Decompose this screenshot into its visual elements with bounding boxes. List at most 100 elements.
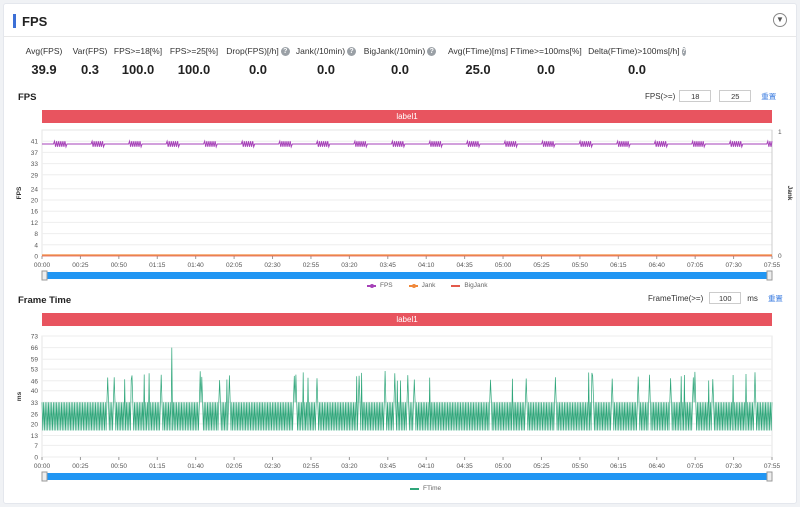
header-divider xyxy=(4,36,796,37)
stat-label: BigJank(/10min)? xyxy=(360,46,440,56)
x-tick-label: 06:40 xyxy=(649,262,666,269)
legend-fps-label: FPS xyxy=(380,282,393,289)
header-accent-bar xyxy=(13,14,16,28)
stat-9: Delta(FTime)>100ms[/h]? 0.0 xyxy=(588,46,686,77)
stat-label-text: BigJank(/10min) xyxy=(363,46,426,56)
zoom-slider[interactable] xyxy=(41,471,773,482)
fps-threshold-input-2[interactable] xyxy=(719,90,752,102)
y-tick-label: 8 xyxy=(34,231,38,238)
legend-item-jank[interactable]: Jank xyxy=(408,282,435,289)
zoom-slider-track xyxy=(44,272,770,279)
y-tick-label: 12 xyxy=(31,220,39,227)
zoom-handle-right xyxy=(766,471,773,482)
fps-threshold-label: FPS(>=) xyxy=(645,91,676,101)
x-tick-label: 05:25 xyxy=(533,262,550,269)
fps-legend: FPS Jank BigJank xyxy=(359,282,496,289)
stat-1: Var(FPS) 0.3 xyxy=(50,46,130,77)
stat-value: 0.0 xyxy=(536,62,556,77)
legend-bigjank-label: BigJank xyxy=(464,282,488,289)
y-tick-label: 59 xyxy=(31,357,39,364)
zoom-handle-right xyxy=(766,270,773,281)
x-tick-label: 03:45 xyxy=(380,463,397,470)
stat-label-text: FPS>=18[%] xyxy=(113,46,163,56)
x-tick-label: 05:00 xyxy=(495,463,512,470)
x-tick-label: 07:05 xyxy=(687,463,704,470)
x-tick-label: 05:25 xyxy=(533,463,550,470)
x-tick-label: 06:15 xyxy=(610,463,627,470)
stat-label-text: Var(FPS) xyxy=(72,46,108,56)
y-tick-label: 33 xyxy=(31,400,39,407)
zoom-slider[interactable] xyxy=(41,270,773,281)
ftime-threshold-unit: ms xyxy=(747,293,758,303)
fps-threshold-controls: FPS(>=) 重置 xyxy=(645,90,776,102)
stat-label: Avg(FTime)[ms] xyxy=(438,46,518,56)
y-tick-label: 0 xyxy=(34,254,38,261)
y-tick-label: 66 xyxy=(31,345,39,352)
ftime-chart: 0 7 13 20 26 33 40 46 53 59 66 73 ms 00:00 00:25 00:50 0… xyxy=(16,334,781,482)
stat-value: 25.0 xyxy=(465,62,491,77)
ftime-legend: FTime xyxy=(402,485,449,492)
y-tick-label: 33 xyxy=(31,161,39,168)
ftime-reset-link[interactable]: 重置 xyxy=(767,293,783,303)
y-axis-label: FPS xyxy=(16,186,23,199)
panel-title: FPS xyxy=(22,13,48,29)
stat-0: Avg(FPS) 39.9 xyxy=(4,46,84,77)
help-icon[interactable]: ? xyxy=(681,46,686,56)
fps-threshold-input-1[interactable] xyxy=(679,90,712,102)
stat-value: 39.9 xyxy=(31,62,57,77)
x-tick-label: 07:05 xyxy=(687,262,704,269)
x-tick-label: 02:05 xyxy=(226,463,243,470)
legend-item-ftime[interactable]: FTime xyxy=(410,485,441,492)
zoom-handle-left xyxy=(41,471,48,482)
stat-label-text: Avg(FPS) xyxy=(25,46,63,56)
zoom-slider-track xyxy=(44,473,770,480)
x-tick-label: 00:25 xyxy=(72,262,89,269)
y-tick-label: 29 xyxy=(31,172,39,179)
legend-item-fps[interactable]: FPS xyxy=(367,282,393,289)
x-tick-label: 07:30 xyxy=(725,262,742,269)
y-tick-label: 40 xyxy=(31,388,39,395)
x-tick-label: 04:35 xyxy=(456,262,473,269)
stat-value: 0.0 xyxy=(248,62,268,77)
stat-label-text: FTime>=100ms[%] xyxy=(510,46,582,56)
y-tick-label: 13 xyxy=(31,433,39,440)
y-tick-label: 26 xyxy=(31,411,39,418)
y-tick-label: 20 xyxy=(31,421,39,428)
help-icon[interactable]: ? xyxy=(427,46,437,56)
y-tick-label: 73 xyxy=(31,334,39,341)
x-tick-label: 03:20 xyxy=(341,463,358,470)
help-icon[interactable]: ? xyxy=(347,46,357,56)
ftime-threshold-input[interactable] xyxy=(709,292,742,304)
stat-label-text: Delta(FTime)>100ms[/h] xyxy=(588,46,680,56)
x-tick-label: 04:35 xyxy=(456,463,473,470)
ftime-threshold-controls: FrameTime(>=) ms 重置 xyxy=(648,292,783,304)
fps-label-bar: label1 xyxy=(42,110,772,123)
fps-panel: FPS ▼ Avg(FPS) 39.9 Var(FPS) 0.3 FPS>=18[%] 1… xyxy=(3,3,797,504)
stat-label: Jank(/10min)? xyxy=(286,46,366,56)
y-tick-label: 37 xyxy=(31,150,39,157)
x-tick-label: 00:25 xyxy=(72,463,89,470)
stat-value: 100.0 xyxy=(177,62,211,77)
x-tick-label: 00:50 xyxy=(111,262,128,269)
help-icon[interactable]: ? xyxy=(280,46,290,56)
y-tick-label: 4 xyxy=(34,242,38,249)
collapse-chevron-icon[interactable]: ▼ xyxy=(773,13,787,27)
legend-item-bigjank[interactable]: BigJank xyxy=(451,282,488,289)
y-tick-label: 24 xyxy=(31,186,39,193)
x-tick-label: 02:30 xyxy=(264,463,281,470)
stat-value: 0.0 xyxy=(316,62,336,77)
stat-label-text: Jank(/10min) xyxy=(295,46,346,56)
x-tick-label: 05:50 xyxy=(572,463,589,470)
x-tick-label: 00:00 xyxy=(34,463,51,470)
y2-tick-label: 0 xyxy=(778,253,782,260)
stat-label: FPS>=18[%] xyxy=(98,46,178,56)
x-tick-label: 06:40 xyxy=(649,463,666,470)
panel-header: FPS xyxy=(13,13,47,29)
x-tick-label: 04:10 xyxy=(418,262,435,269)
x-tick-label: 02:05 xyxy=(226,262,243,269)
y-tick-label: 20 xyxy=(31,198,39,205)
stat-3: FPS>=25[%] 100.0 xyxy=(154,46,234,77)
y2-tick-label: 1 xyxy=(778,129,782,136)
stat-value: 0.0 xyxy=(390,62,410,77)
fps-reset-link[interactable]: 重置 xyxy=(761,91,777,101)
